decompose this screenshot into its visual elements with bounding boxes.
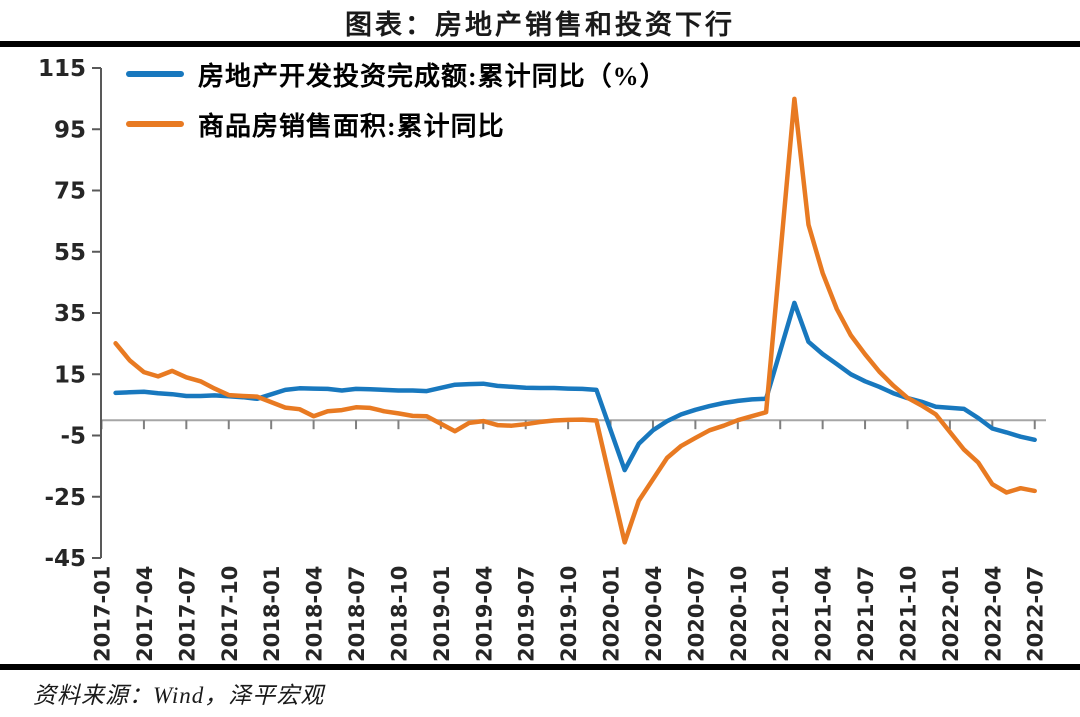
x-tick-label: 2020-07 [684, 566, 708, 662]
y-tick-label: -25 [44, 485, 86, 511]
x-tick-label: 2017-01 [91, 566, 115, 662]
y-tick-label: 115 [38, 56, 86, 82]
y-tick-label: 35 [54, 301, 86, 327]
bottom-rule [0, 664, 1080, 670]
x-tick-label: 2018-01 [260, 566, 284, 662]
x-tick-label: 2021-01 [769, 566, 793, 662]
legend-item-sales: 商品房销售面积:累计同比 [126, 106, 667, 142]
y-tick-label: 75 [54, 179, 86, 205]
x-tick-label: 2019-01 [430, 566, 454, 662]
top-rule [0, 41, 1080, 47]
x-tick-label: 2018-10 [387, 566, 411, 662]
y-tick-label: -5 [60, 424, 86, 450]
x-tick-label: 2017-04 [133, 566, 157, 662]
sales-line-swatch-icon [126, 121, 184, 127]
legend-item-label: 房地产开发投资完成额:累计同比（%） [198, 61, 667, 91]
series-line-1 [113, 96, 1037, 545]
x-tick-label: 2022-01 [939, 566, 963, 662]
y-tick-label: -45 [44, 546, 86, 572]
x-tick-label: 2020-04 [642, 566, 666, 662]
x-tick-label: 2021-04 [812, 566, 836, 662]
x-tick-label: 2019-04 [472, 566, 496, 662]
x-tick-label: 2018-07 [345, 566, 369, 662]
source-note: 资料来源：Wind，泽平宏观 [33, 683, 325, 708]
legend-item-investment: 房地产开发投资完成额:累计同比（%） [126, 56, 667, 92]
x-tick-label: 2019-07 [515, 566, 539, 662]
y-tick-label: 15 [54, 362, 86, 388]
x-tick-label: 2019-10 [557, 566, 581, 662]
y-tick-label: 95 [54, 117, 86, 143]
y-tick-label: 55 [54, 240, 86, 266]
legend-item-label: 商品房销售面积:累计同比 [198, 111, 505, 141]
x-tick-label: 2022-07 [1024, 566, 1048, 662]
investment-line-swatch-icon [126, 71, 184, 77]
x-tick-label: 2020-01 [600, 566, 624, 662]
x-tick-label: 2020-10 [727, 566, 751, 662]
x-tick-label: 2017-10 [218, 566, 242, 662]
legend: 房地产开发投资完成额:累计同比（%） 商品房销售面积:累计同比 [126, 56, 667, 142]
chart-title: 图表：房地产销售和投资下行 [345, 10, 735, 40]
x-tick-label: 2017-07 [175, 566, 199, 662]
x-tick-label: 2022-04 [981, 566, 1005, 662]
x-tick-label: 2021-07 [854, 566, 878, 662]
x-tick-label: 2018-04 [303, 566, 327, 662]
x-tick-label: 2021-10 [896, 566, 920, 662]
